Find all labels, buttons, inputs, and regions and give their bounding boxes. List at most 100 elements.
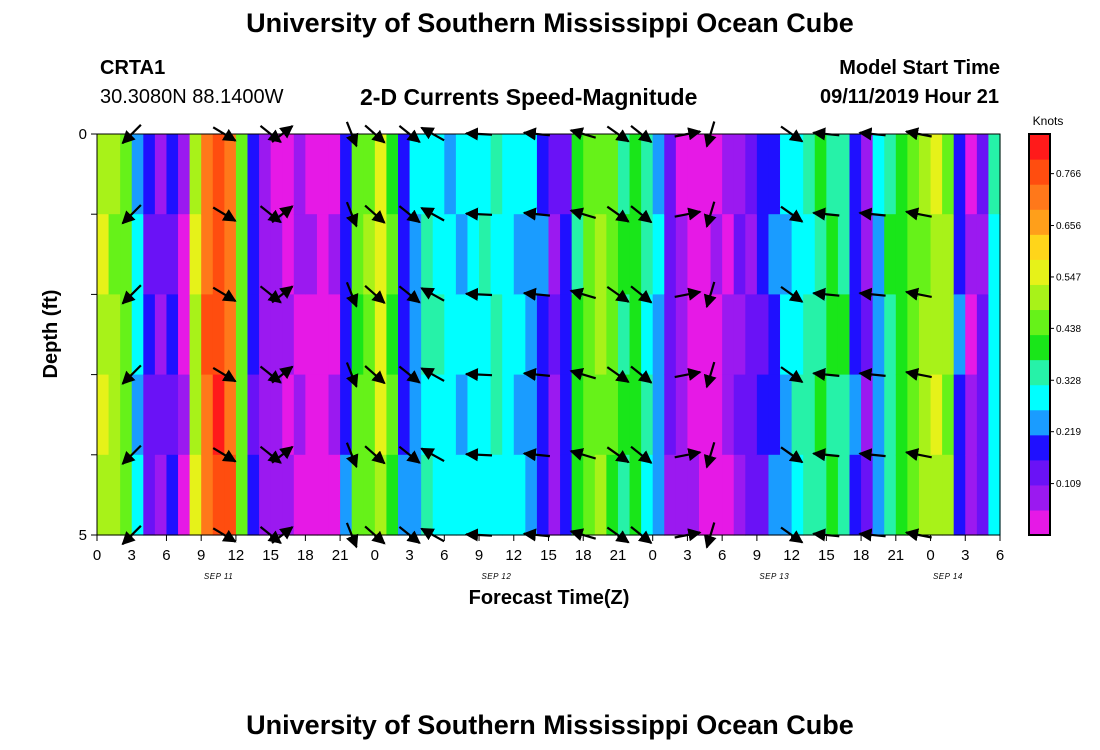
heatmap-cell [363,374,376,456]
colorbar-swatch [1029,459,1050,486]
heatmap-cell [930,374,943,456]
heatmap-cell [606,454,619,536]
heatmap-cell [930,294,943,376]
heatmap-cell [340,454,353,536]
current-arrow [812,207,840,221]
current-arrow [212,286,237,303]
heatmap-cell [768,294,781,376]
x-tick-label: 12 [505,547,522,564]
heatmap-cell [143,294,156,376]
heatmap-cell [131,214,144,295]
heatmap-cell [780,294,793,376]
heatmap-cell [965,214,978,295]
colorbar-frame [1028,133,1051,536]
heatmap-cell [745,454,758,536]
heatmap-cell [293,454,306,536]
current-arrow [212,366,237,383]
heatmap-cell [328,214,341,295]
heatmap-cell [826,214,839,295]
heatmap-cell [166,134,179,215]
colorbar-tick-label: 0.766 [1056,169,1081,180]
heatmap-cell [328,134,341,215]
heatmap-cell [536,374,550,456]
heatmap-cell [988,134,1001,215]
page-title: University of Southern Mississippi Ocean… [246,8,854,38]
heatmap-cell [849,454,862,536]
heatmap-cell [374,454,388,536]
heatmap-cell [235,134,249,215]
heatmap-cell [837,214,851,295]
heatmap-cells [97,134,1001,536]
heatmap-cell [629,454,642,536]
colorbar-tick-label: 0.656 [1056,221,1081,232]
heatmap-cell [479,214,492,295]
heatmap-cell [282,454,295,536]
heatmap-cell [837,294,851,376]
colorbar-unit-label: Knots [1033,114,1064,128]
heatmap-cell [641,134,654,215]
heatmap-cell [606,294,619,376]
heatmap-cell [154,454,168,536]
speed-heatmap-chart: 0 3 6 9 12 15 18 21 0 3 6 9 12 15 18 21 0 3 6 9 12 15 18 21 0 3 6 S… [40,114,1081,609]
heatmap-cell [826,374,839,456]
heatmap-cell [247,134,260,215]
heatmap-cell [652,294,665,376]
heatmap-cell [930,134,943,215]
current-arrow [904,287,932,301]
heatmap-cell [861,134,874,215]
heatmap-cell [293,134,306,215]
x-tick-label: 9 [753,547,761,564]
current-arrow [569,367,597,381]
heatmap-cell [976,454,990,536]
heatmap-cell [791,134,804,215]
heatmap-cell [976,374,990,456]
heatmap-cell [617,454,631,536]
x-tick-label: 21 [332,547,349,564]
heatmap-cell [282,294,295,376]
x-tick-label: 6 [440,547,448,564]
heatmap-cell [756,134,770,215]
heatmap-cell [722,454,735,536]
heatmap-cell [120,134,133,215]
current-arrow [630,285,653,304]
current-arrow [345,201,359,228]
colorbar-swatch [1029,159,1050,185]
colorbar-swatch [1029,184,1050,210]
model-start-label: Model Start Time [839,57,1000,79]
heatmap-cell [560,454,573,536]
x-tick-label: 21 [887,547,904,564]
heatmap-cell [374,214,388,295]
current-arrow [522,367,551,382]
heatmap-cell [178,374,191,456]
heatmap-cell [803,214,816,295]
heatmap-cell [316,374,330,456]
current-arrow [271,445,294,464]
heatmap-cell [490,134,503,215]
heatmap-cell [178,214,191,295]
heatmap-cell [143,214,156,295]
heatmap-cell [247,454,260,536]
heatmap-cell [513,134,526,215]
heatmap-cell [201,214,214,295]
heatmap-cell [178,294,191,376]
heatmap-cell [895,454,908,536]
y-axis-label: Depth (ft) [40,290,62,379]
heatmap-cell [826,134,839,215]
heatmap-cell [918,374,932,456]
current-arrow [674,448,702,462]
heatmap-cell [942,374,955,456]
heatmap-cell [97,454,110,536]
heatmap-cell [768,134,781,215]
heatmap-cell [189,134,202,215]
heatmap-cell [305,214,318,295]
heatmap-cell [861,374,874,456]
heatmap-cell [212,454,225,536]
colorbar-swatch [1029,259,1050,285]
current-arrow [703,281,717,309]
heatmap-cell [398,374,411,456]
heatmap-cell [641,294,654,376]
heatmap-cell [861,454,874,536]
heatmap-cell [548,294,561,376]
heatmap-cell [571,294,584,376]
heatmap-cell [536,214,550,295]
